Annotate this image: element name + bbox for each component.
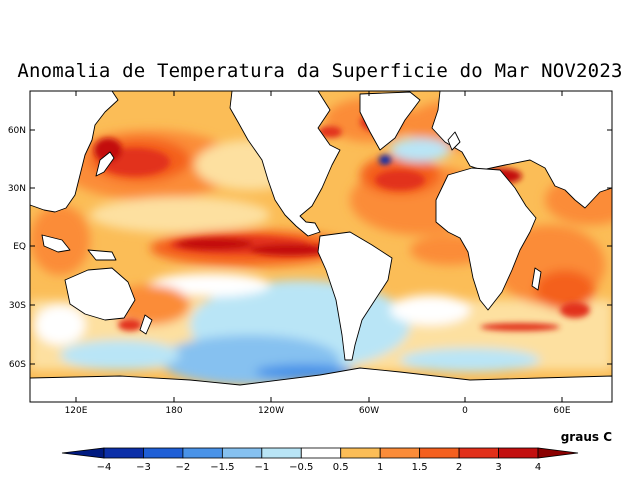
lat-label-30n: 30N <box>8 184 26 194</box>
colorbar-bin <box>300 447 342 459</box>
lat-label-eq: EQ <box>13 242 26 252</box>
british-isles <box>447 131 461 151</box>
colorbar-over-arrow <box>537 447 579 459</box>
indonesia <box>41 234 71 253</box>
lon-label-60w: 60W <box>359 406 379 416</box>
lat-label-60n: 60N <box>8 126 26 136</box>
africa <box>435 167 537 311</box>
colorbar-tick-label: −3 <box>136 462 151 473</box>
eurasia <box>431 90 613 209</box>
colorbar-tick-label: 4 <box>535 462 541 473</box>
colorbar-tick-label: −1 <box>254 462 269 473</box>
latitude-axis: 60N 30N EQ 30S 60S <box>8 126 612 370</box>
lon-label-60e: 60E <box>553 406 570 416</box>
lon-label-180: 180 <box>165 406 182 416</box>
longitude-axis: 120E 180 120W 60W 0 60E <box>65 91 571 416</box>
colorbar-tick-label: −2 <box>176 462 191 473</box>
new-guinea <box>87 249 117 261</box>
colorbar-tick-label: 3 <box>495 462 501 473</box>
colorbar-bin <box>419 447 460 459</box>
map-title: Anomalia de Temperatura da Superficie do… <box>17 60 623 82</box>
lon-label-120e: 120E <box>65 406 88 416</box>
colorbar-tick-label: −0.5 <box>289 462 313 473</box>
colorbar-bin <box>182 447 223 459</box>
colorbar-bin <box>143 447 184 459</box>
colorbar-bin <box>103 447 144 459</box>
colorbar-bin <box>458 447 499 459</box>
colorbar-tick-label: −4 <box>97 462 112 473</box>
colorbar: −4 −3 −2 −1.5 −1 −0.5 0.5 1 1.5 2 3 4 <box>61 447 579 473</box>
australia <box>64 267 136 321</box>
madagascar <box>531 267 542 291</box>
south-america <box>317 231 393 361</box>
colorbar-tick-label: 1 <box>377 462 383 473</box>
greenland <box>359 91 421 151</box>
north-america <box>229 90 341 237</box>
new-zealand <box>139 314 153 335</box>
lon-label-120w: 120W <box>258 406 284 416</box>
colorbar-units-label: graus C <box>560 430 612 444</box>
colorbar-tick-label: 2 <box>456 462 462 473</box>
lat-label-60s: 60S <box>9 360 26 370</box>
colorbar-bin <box>221 447 263 459</box>
lat-label-30s: 30S <box>9 301 26 311</box>
colorbar-bin <box>498 447 539 459</box>
colorbar-under-arrow <box>61 447 105 459</box>
colorbar-bin <box>379 447 421 459</box>
land-masses <box>29 90 613 403</box>
colorbar-bin <box>261 447 302 459</box>
japan <box>95 151 115 177</box>
colorbar-bin <box>340 447 381 459</box>
colorbar-tick-label: −1.5 <box>210 462 234 473</box>
colorbar-tick-label: 0.5 <box>333 462 349 473</box>
colorbar-tick-label: 1.5 <box>412 462 428 473</box>
east-asia-left <box>29 90 119 213</box>
lon-label-0: 0 <box>462 406 468 416</box>
